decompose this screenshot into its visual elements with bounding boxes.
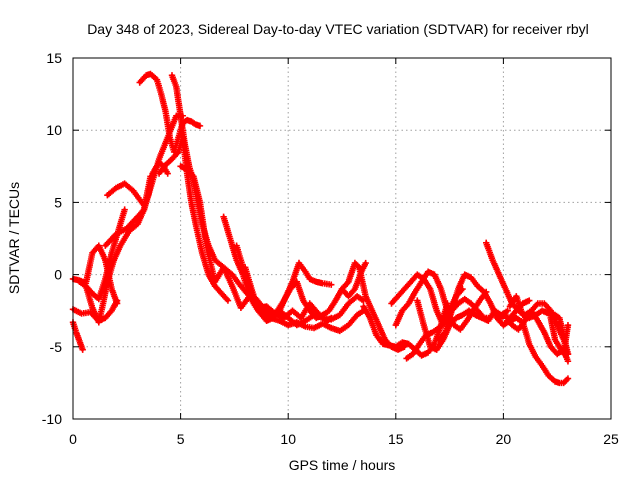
series-markers bbox=[547, 314, 572, 358]
series-markers bbox=[104, 158, 171, 209]
series-arc-16 bbox=[274, 259, 369, 322]
x-tick-label: 5 bbox=[177, 431, 185, 447]
series-markers bbox=[136, 70, 204, 156]
y-tick-labels: -10 -5 0 5 10 15 bbox=[42, 50, 62, 427]
series-arc-26 bbox=[500, 314, 572, 387]
y-tick-label: 0 bbox=[54, 267, 62, 283]
y-tick-label: 10 bbox=[46, 122, 62, 138]
y-tick-label: -10 bbox=[42, 411, 62, 427]
chart-title: Day 348 of 2023, Sidereal Day-to-day VTE… bbox=[87, 21, 589, 37]
series-markers bbox=[500, 314, 572, 387]
y-axis-label: SDTVAR / TECUs bbox=[6, 182, 22, 294]
x-tick-labels: 0 5 10 15 20 25 bbox=[69, 431, 619, 447]
y-tick-label: -5 bbox=[50, 339, 63, 355]
x-tick-label: 20 bbox=[496, 431, 512, 447]
x-axis-label: GPS time / hours bbox=[289, 457, 396, 473]
plot-frame bbox=[72, 57, 612, 420]
axis-ticks bbox=[72, 57, 612, 420]
y-tick-label: 15 bbox=[46, 50, 62, 66]
x-tick-label: 10 bbox=[280, 431, 296, 447]
series-arc-28 bbox=[547, 314, 572, 358]
series-arc-27 bbox=[506, 293, 572, 358]
y-tick-label: 5 bbox=[54, 194, 62, 210]
grid-lines bbox=[73, 58, 611, 419]
x-tick-label: 15 bbox=[388, 431, 404, 447]
x-tick-label: 0 bbox=[69, 431, 77, 447]
series-markers bbox=[274, 259, 369, 322]
series-arc-07 bbox=[104, 158, 171, 209]
series-arc-08 bbox=[136, 70, 204, 156]
x-tick-label: 25 bbox=[603, 431, 619, 447]
data-series bbox=[69, 70, 572, 387]
